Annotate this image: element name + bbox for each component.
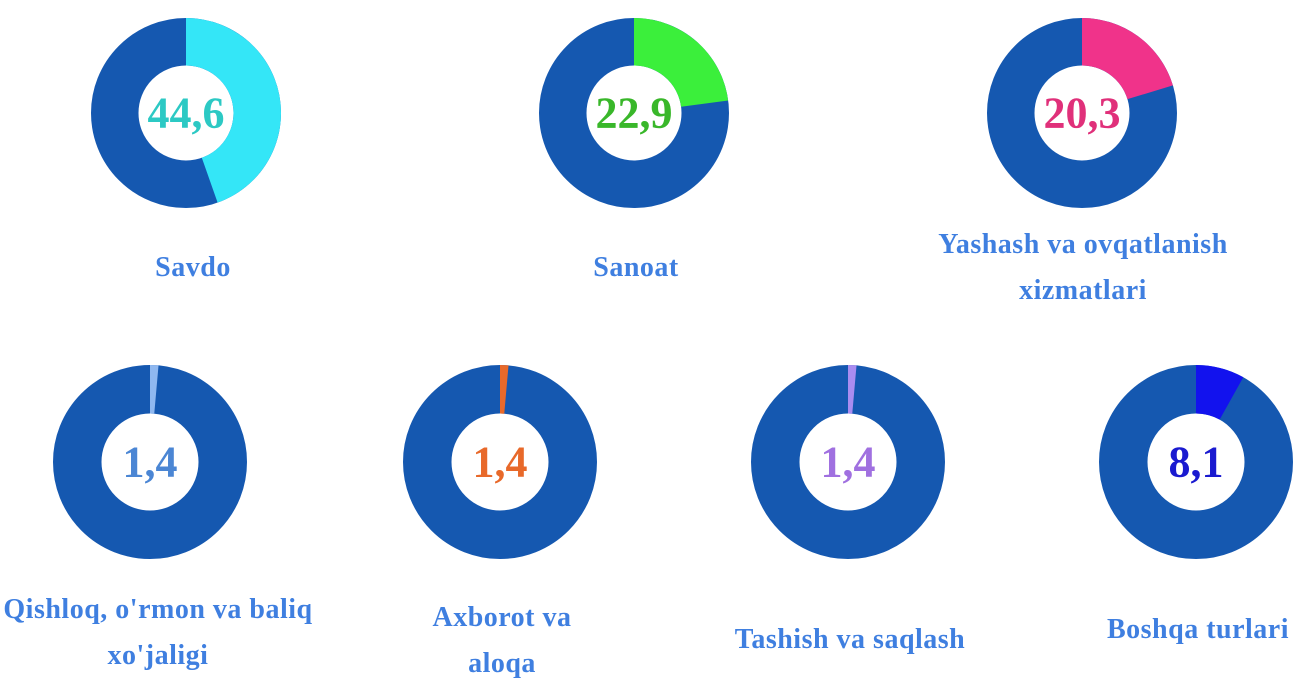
donut-segment [186, 18, 282, 203]
value-label: 44,6 [148, 89, 225, 138]
value-label: 1,4 [473, 438, 528, 487]
value-label: 22,9 [596, 89, 673, 138]
category-label: Sanoat [593, 252, 679, 283]
donut-segment [634, 18, 729, 107]
category-label: Boshqa turlari [1106, 614, 1290, 645]
donut-segment [1082, 18, 1173, 100]
donut-segment [1196, 365, 1244, 420]
category-label: Tashish va saqlash [734, 624, 966, 655]
donut-segment [150, 365, 159, 414]
category-label: Qishloq, o'rmon va baliq xo'jaligi [3, 594, 313, 671]
value-label: 1,4 [821, 438, 876, 487]
value-label: 8,1 [1169, 438, 1224, 487]
donut-segment [848, 365, 857, 414]
category-label: Savdo [155, 252, 231, 283]
value-label: 20,3 [1044, 89, 1121, 138]
category-label: Yashash va ovqatlanish xizmatlari [938, 229, 1228, 306]
value-label: 1,4 [123, 438, 178, 487]
category-label: Axborot va aloqa [432, 602, 572, 678]
donut-segment [500, 365, 509, 414]
